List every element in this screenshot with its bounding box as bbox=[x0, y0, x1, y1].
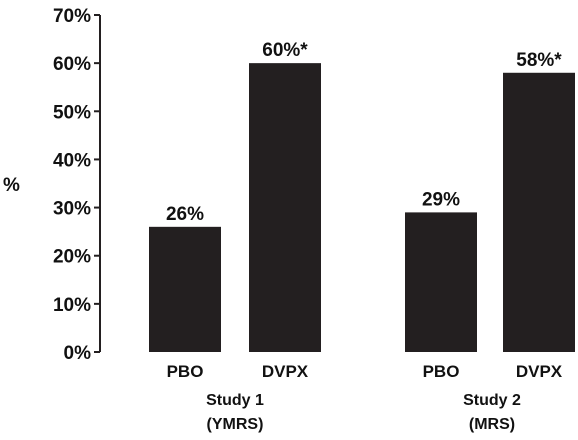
group-label-line2: (MRS) bbox=[469, 416, 515, 433]
bar-pbo-study-2 bbox=[405, 212, 477, 352]
bars bbox=[149, 63, 575, 353]
y-tick-label: 40% bbox=[53, 150, 91, 171]
category-label: DVPX bbox=[516, 362, 563, 381]
category-label: DVPX bbox=[262, 362, 309, 381]
y-tick-label: 0% bbox=[64, 343, 92, 364]
bar-dvpx-study-2 bbox=[503, 72, 575, 353]
group-labels: Study 1 (YMRS) Study 2 (MRS) bbox=[206, 392, 521, 433]
bar-pbo-study-1 bbox=[149, 226, 221, 352]
bar-dvpx-study-1 bbox=[249, 63, 321, 353]
x-axis-labels: PBO DVPX PBO DVPX bbox=[167, 362, 563, 381]
y-axis: 0% 10% 20% 30% 40% 50% 60% 70% bbox=[53, 6, 101, 364]
category-label: PBO bbox=[167, 362, 204, 381]
group-label-line1: Study 1 bbox=[206, 392, 264, 409]
y-tick-label: 60% bbox=[53, 54, 91, 75]
data-label: 26% bbox=[166, 204, 204, 225]
data-labels: 26% 60%* 29% 58%* bbox=[166, 40, 562, 225]
data-label: 58%* bbox=[516, 50, 562, 71]
y-tick-label: 70% bbox=[53, 6, 91, 27]
group-label-line2: (YMRS) bbox=[207, 416, 264, 433]
y-tick-label: 30% bbox=[53, 199, 91, 220]
y-axis-label: % bbox=[3, 175, 20, 196]
data-label: 60%* bbox=[262, 40, 308, 61]
y-tick-label: 50% bbox=[53, 102, 91, 123]
group-label-line1: Study 2 bbox=[463, 392, 521, 409]
y-tick-label: 10% bbox=[53, 295, 91, 316]
category-label: PBO bbox=[423, 362, 460, 381]
data-label: 29% bbox=[422, 189, 460, 210]
y-tick-label: 20% bbox=[53, 247, 91, 268]
